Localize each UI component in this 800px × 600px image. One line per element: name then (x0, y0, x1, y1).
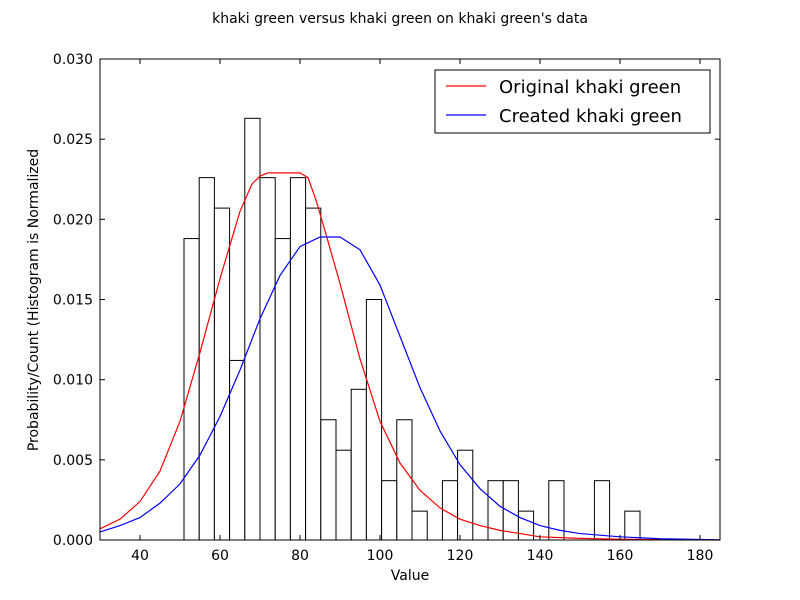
histogram-bar (198, 177, 215, 541)
y-tick-label: 0.030 (53, 52, 93, 68)
series-line-created (99, 236, 721, 541)
y-tick-label: 0.015 (53, 293, 93, 309)
x-tick-label: 140 (527, 548, 554, 564)
histogram-bar (244, 117, 261, 541)
x-tick-label: 120 (447, 548, 474, 564)
histogram-bar (396, 419, 413, 541)
y-tick-label: 0.010 (53, 373, 93, 389)
histogram-bar (624, 510, 641, 541)
y-tick-label: 0.020 (53, 212, 93, 228)
histogram-bar (289, 177, 307, 541)
histogram-bar (259, 177, 276, 541)
histogram-bar (229, 359, 246, 541)
legend-label-created: Created khaki green (499, 106, 682, 127)
histogram-bars (183, 117, 641, 541)
histogram-bar (305, 207, 322, 541)
histogram-bar (593, 480, 611, 541)
y-tick-label: 0.000 (53, 533, 93, 549)
y-axis-ticks: 0.000 0.005 0.010 0.015 0.020 0.025 0.030 (53, 52, 720, 549)
x-tick-label: 100 (367, 548, 394, 564)
histogram-bar (183, 238, 200, 541)
histogram-bar (350, 388, 367, 541)
histogram-bar (320, 419, 337, 541)
distribution-lines (99, 172, 721, 541)
x-tick-label: 160 (607, 548, 634, 564)
y-tick-label: 0.005 (53, 453, 93, 469)
histogram-bar (411, 510, 428, 541)
legend: Original khaki green Created khaki green (434, 69, 711, 134)
chart-title: khaki green versus khaki green on khaki … (212, 11, 588, 27)
x-axis-label: Value (391, 568, 429, 584)
histogram-bar (274, 238, 291, 541)
legend-label-original: Original khaki green (499, 77, 681, 98)
x-tick-label: 180 (687, 548, 714, 564)
histogram-bar (213, 207, 231, 541)
x-axis-ticks: 40 60 80 100 120 140 160 180 (131, 59, 713, 564)
y-axis-label: Probability/Count (Histogram is Normaliz… (26, 149, 42, 451)
y-tick-label: 0.025 (53, 132, 93, 148)
x-tick-label: 80 (291, 548, 309, 564)
x-tick-label: 40 (131, 548, 149, 564)
x-tick-label: 60 (211, 548, 229, 564)
legend-box (434, 69, 711, 134)
series-line-original (99, 172, 721, 541)
histogram-bar (381, 480, 398, 541)
histogram-bar (335, 449, 352, 541)
